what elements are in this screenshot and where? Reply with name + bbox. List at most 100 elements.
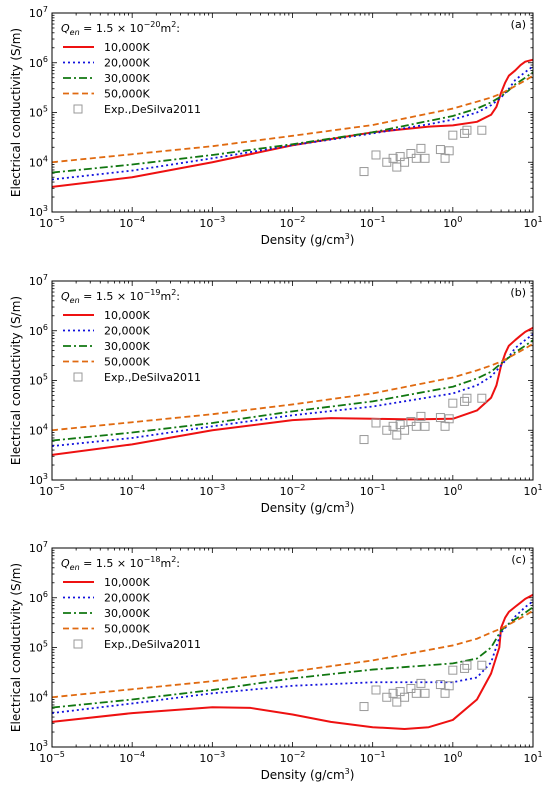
x-tick-label: 101 [523,483,542,498]
x-tick-label: 10−1 [360,483,386,498]
legend-label-20000K: 20,000K [104,57,150,70]
exp-point [440,153,450,163]
y-tick-label: 103 [29,204,48,219]
exp-point [392,162,402,172]
x-axis-label: Density (g/cm3) [261,767,355,782]
legend-label-20000K: 20,000K [104,325,150,338]
legend-title: Qen = 1.5 × 10−18m2: [61,555,180,572]
exp-markers [359,660,487,712]
y-tick-label: 103 [29,472,48,487]
exp-point [444,414,454,424]
exp-point [444,681,454,691]
exp-point [359,167,369,177]
exp-point [440,421,450,431]
series-line-20000K [52,333,533,448]
exp-point [371,685,381,695]
legend-label-30000K: 30,000K [104,340,150,353]
y-axis-label: Electrical conductivity (S/m) [9,28,23,197]
exp-point [420,688,430,698]
series-line-10000K [52,58,533,188]
series-line-20000K [52,600,533,715]
exp-point [400,157,410,167]
exp-point [460,128,470,138]
exp-point [388,421,398,431]
series-line-50000K [52,342,533,432]
y-tick-label: 107 [29,540,48,555]
x-tick-label: 10−5 [39,750,65,765]
x-tick-label: 10−1 [360,215,386,230]
series-line-30000K [52,71,533,174]
exp-markers [359,393,487,445]
exp-point [477,125,487,135]
exp-point [460,663,470,673]
legend-swatch-exp [73,372,83,382]
y-axis-label: Electrical conductivity (S/m) [9,563,23,732]
x-tick-label: 101 [523,215,542,230]
x-tick-label: 10−4 [119,483,145,498]
legend-label-10000K: 10,000K [104,576,150,589]
legend: Qen = 1.5 × 10−18m2: 10,000K 20,000K 30,000… [61,555,201,651]
y-tick-label: 104 [29,422,48,437]
exp-point [448,665,458,675]
y-tick-label: 105 [29,373,48,388]
x-tick-label: 100 [443,215,462,230]
legend-label-30000K: 30,000K [104,72,150,85]
exp-point [462,660,472,670]
exp-point [388,153,398,163]
exp-point [416,143,426,153]
exp-point [416,678,426,688]
y-axis-label: Electrical conductivity (S/m) [9,296,23,465]
series-line-30000K [52,339,533,442]
y-tick-label: 104 [29,154,48,169]
legend-label-30000K: 30,000K [104,607,150,620]
exp-point [416,411,426,421]
legend-title: Qen = 1.5 × 10−20m2: [61,20,180,37]
legend-swatch-exp [73,639,83,649]
panel-tag: (b) [510,286,526,299]
exp-point [359,702,369,712]
x-tick-label: 10−3 [199,750,225,765]
series-lines [52,58,533,188]
panel-tag: (a) [511,18,526,31]
legend-label-20000K: 20,000K [104,592,150,605]
legend-label-10000K: 10,000K [104,309,150,322]
exp-point [460,396,470,406]
plot-frame [51,547,534,748]
chart-panel-0: 10−5 10−4 10−3 10−2 10−1 100 101 103 104 105 106 10… [9,5,543,247]
exp-point [477,393,487,403]
chart-panel-2: 10−5 10−4 10−3 10−2 10−1 100 101 103 104 105 106 10… [9,540,543,782]
x-tick-label: 10−5 [39,215,65,230]
y-tick-label: 105 [29,640,48,655]
series-line-10000K [52,593,533,730]
x-tick-label: 10−3 [199,215,225,230]
exp-point [411,688,421,698]
exp-point [400,692,410,702]
legend-label-exp: Exp.,DeSilva2011 [104,371,201,384]
series-line-20000K [52,65,533,181]
exp-point [411,421,421,431]
exp-point [371,150,381,160]
exp-point [444,146,454,156]
legend: Qen = 1.5 × 10−20m2: 10,000K 20,000K 30,000… [61,20,201,116]
x-tick-label: 10−4 [119,750,145,765]
legend-label-50000K: 50,000K [104,356,150,369]
plot-frame [51,280,534,481]
legend-label-50000K: 50,000K [104,623,150,636]
series-lines [52,593,533,730]
panel-tag: (c) [511,553,526,566]
x-tick-label: 10−4 [119,215,145,230]
exp-point [359,435,369,445]
exp-point [462,393,472,403]
exp-point [371,418,381,428]
x-axis-label: Density (g/cm3) [261,232,355,247]
chart-panel-1: 10−5 10−4 10−3 10−2 10−1 100 101 103 104 105 106 10… [9,273,543,515]
exp-point [388,688,398,698]
series-lines [52,326,533,456]
y-tick-label: 106 [29,55,48,70]
exp-point [435,145,445,155]
exp-markers [359,125,487,177]
exp-point [406,416,416,426]
legend-label-exp: Exp.,DeSilva2011 [104,103,201,116]
plot-frame [51,12,534,213]
